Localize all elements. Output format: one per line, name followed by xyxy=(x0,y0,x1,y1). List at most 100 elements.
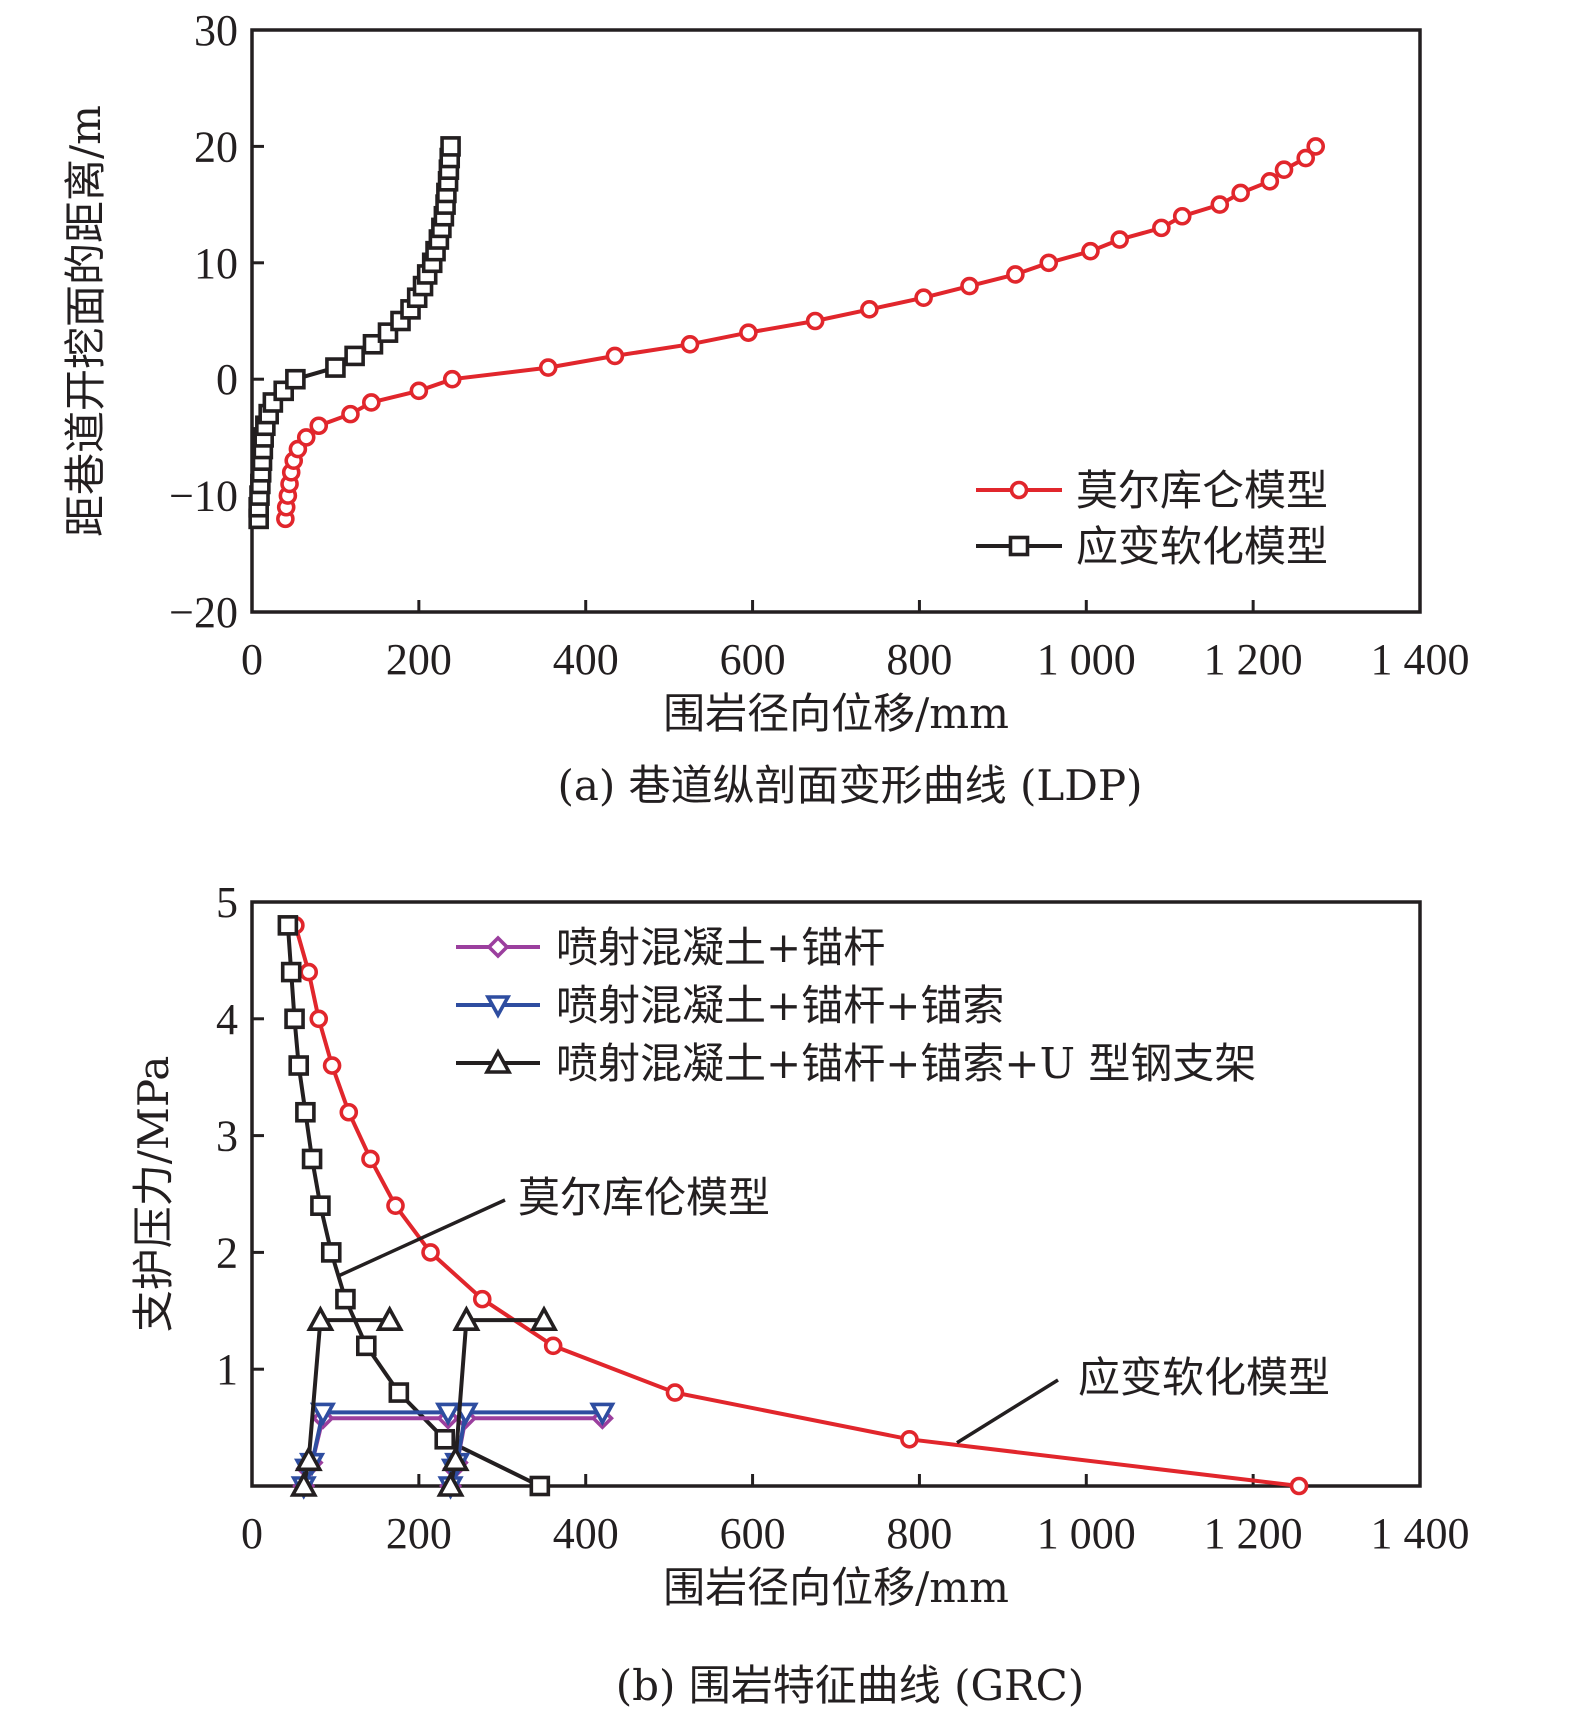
figure-caption: (a) 巷道纵剖面变形曲线 (LDP) xyxy=(557,761,1142,810)
x-tick-label: 1 000 xyxy=(1037,635,1136,684)
y-tick-label: 20 xyxy=(194,122,238,171)
data-point xyxy=(605,346,625,366)
x-tick-label: 800 xyxy=(886,1509,952,1558)
data-point xyxy=(421,1243,440,1262)
data-point xyxy=(538,358,558,377)
series-line xyxy=(448,1410,603,1487)
data-point xyxy=(1081,241,1100,261)
x-tick-label: 0 xyxy=(241,1509,263,1558)
data-point xyxy=(388,1382,410,1403)
data-point xyxy=(442,369,462,389)
y-tick-label: 30 xyxy=(194,6,238,55)
legend-label: 喷射混凝土+锚杆 xyxy=(556,923,885,972)
data-point xyxy=(1152,218,1171,238)
data-point xyxy=(375,1305,404,1331)
data-point xyxy=(288,1055,310,1076)
data-point xyxy=(309,416,329,436)
data-point xyxy=(434,1428,456,1450)
annotation-leader xyxy=(956,1378,1059,1445)
legend-label: 莫尔库仑模型 xyxy=(1076,466,1328,515)
x-tick-label: 1 000 xyxy=(1037,1509,1136,1558)
data-point xyxy=(322,1056,342,1075)
data-point xyxy=(1172,206,1192,226)
annotation-label: 应变软化模型 xyxy=(1078,1353,1330,1402)
y-tick-label: 3 xyxy=(216,1112,238,1161)
data-point xyxy=(1110,230,1129,249)
legend-label: 喷射混凝土+锚杆+锚索 xyxy=(556,981,1004,1030)
data-point xyxy=(361,1149,380,1169)
legend-marker xyxy=(1009,480,1029,500)
y-tick-label: 2 xyxy=(216,1228,238,1277)
data-point xyxy=(284,1008,305,1030)
data-point xyxy=(1006,265,1025,284)
y-tick-label: −20 xyxy=(169,588,238,637)
chart-a-ldp: 0 200 400 600 800 1 000 1 200 1 400 −20 −10 0 10 20 3… xyxy=(61,6,1470,810)
data-point xyxy=(362,393,381,412)
x-tick-label: 800 xyxy=(886,635,952,684)
series-line xyxy=(301,1416,449,1487)
plot-frame xyxy=(250,28,1422,614)
data-point xyxy=(900,1429,919,1449)
x-tick-label: 400 xyxy=(553,635,619,684)
chart-b-grc: 0 200 400 600 800 1 000 1 200 1 400 1 2 3 4 5 围岩径向位移/… xyxy=(129,878,1470,1710)
annotation-leader xyxy=(338,1198,506,1278)
y-tick-label: 1 xyxy=(216,1345,238,1394)
data-point xyxy=(344,345,365,367)
y-axis-label: 距巷道开挖面的距离/m xyxy=(61,105,110,537)
data-point xyxy=(860,300,879,319)
legend-label: 应变软化模型 xyxy=(1076,522,1328,571)
data-point xyxy=(436,1471,465,1497)
legend-marker xyxy=(483,1048,513,1074)
data-point xyxy=(452,1305,481,1331)
legend-label: 喷射混凝土+锚杆+锚索+U 型钢支架 xyxy=(556,1039,1256,1088)
data-point xyxy=(341,404,360,424)
series-square xyxy=(248,136,461,530)
data-point xyxy=(1289,1476,1309,1496)
data-point xyxy=(355,1335,377,1357)
y-tick-label: 10 xyxy=(194,239,238,288)
data-point xyxy=(1039,253,1059,273)
data-point xyxy=(306,1305,335,1331)
data-point xyxy=(277,915,299,936)
data-point xyxy=(280,961,302,983)
data-point xyxy=(325,357,346,378)
x-tick-label: 600 xyxy=(720,1509,786,1558)
data-point xyxy=(529,1305,559,1331)
series-triangle-up xyxy=(289,1305,559,1497)
y-tick-label: 0 xyxy=(216,355,238,404)
data-point xyxy=(680,334,700,354)
data-point xyxy=(310,1195,331,1216)
data-point xyxy=(914,288,933,308)
legend-marker xyxy=(484,995,512,1019)
legend-marker xyxy=(486,935,510,959)
x-tick-label: 1 200 xyxy=(1204,635,1303,684)
annotation-label: 莫尔库伦模型 xyxy=(518,1173,770,1222)
series-square xyxy=(277,915,551,1497)
data-point xyxy=(440,136,461,157)
data-point xyxy=(529,1475,551,1497)
data-point xyxy=(1210,195,1230,214)
data-point xyxy=(339,1102,359,1122)
x-tick-label: 0 xyxy=(241,635,263,684)
data-point xyxy=(295,1101,316,1123)
y-tick-label: −10 xyxy=(169,472,238,521)
data-point xyxy=(1231,183,1250,203)
data-point xyxy=(472,1289,492,1309)
data-point xyxy=(294,1445,323,1472)
data-point xyxy=(386,1196,405,1215)
data-point xyxy=(299,962,319,982)
data-point xyxy=(289,1471,318,1497)
figure-caption: (b) 围岩特征曲线 (GRC) xyxy=(616,1661,1084,1710)
data-point xyxy=(409,381,429,401)
data-point xyxy=(665,1383,685,1402)
data-point xyxy=(320,1242,342,1263)
data-point xyxy=(1274,160,1294,179)
x-tick-label: 600 xyxy=(720,635,786,684)
data-point xyxy=(805,311,825,331)
x-tick-label: 400 xyxy=(553,1509,619,1558)
x-tick-label: 1 200 xyxy=(1204,1509,1303,1558)
x-axis-label: 围岩径向位移/mm xyxy=(663,689,1009,738)
data-point xyxy=(285,368,306,390)
